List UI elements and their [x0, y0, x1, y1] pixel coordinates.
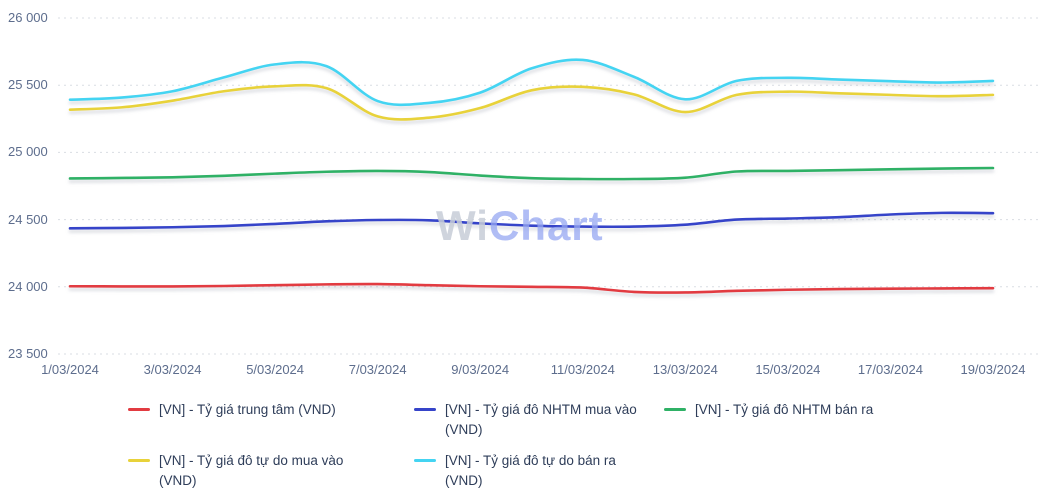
- x-axis-tick-label: 9/03/2024: [451, 362, 510, 377]
- x-axis-tick-label: 17/03/2024: [857, 362, 923, 377]
- legend-swatch-icon: [128, 459, 150, 463]
- legend-swatch-icon: [414, 459, 436, 463]
- legend-label: [VN] - Tỷ giá đô NHTM mua vào (VND): [445, 402, 637, 437]
- x-axis-tick-label: 19/03/2024: [960, 362, 1026, 377]
- series-line[interactable]: [68, 282, 995, 294]
- y-axis-tick-label: 25 500: [8, 77, 48, 93]
- y-axis-tick-label: 23 500: [8, 346, 48, 361]
- legend-item[interactable]: [VN] - Tỷ giá đô NHTM bán ra: [664, 400, 958, 439]
- x-axis-tick-label: 1/03/2024: [41, 362, 99, 377]
- legend-label: [VN] - Tỷ giá trung tâm (VND): [159, 402, 336, 417]
- x-axis-tick-label: 5/03/2024: [246, 362, 305, 377]
- legend-label: [VN] - Tỷ giá đô tự do mua vào (VND): [159, 453, 344, 488]
- series-line[interactable]: [68, 166, 995, 181]
- legend-item[interactable]: [VN] - Tỷ giá trung tâm (VND): [128, 400, 414, 439]
- legend-label: [VN] - Tỷ giá đô tự do bán ra (VND): [445, 453, 616, 488]
- chart-legend: [VN] - Tỷ giá trung tâm (VND) [VN] - Tỷ g…: [128, 400, 958, 490]
- chart-area[interactable]: 26 000 25 500 25 000 24 500 24 000 23 500 1/0…: [0, 0, 1055, 390]
- legend-item[interactable]: [VN] - Tỷ giá đô tự do mua vào (VND): [128, 451, 414, 490]
- x-axis-tick-label: 11/03/2024: [550, 362, 615, 377]
- legend-swatch-icon: [414, 408, 436, 411]
- y-axis-tick-label: 26 000: [8, 10, 48, 25]
- legend-swatch-icon: [664, 408, 686, 411]
- line-chart[interactable]: [0, 0, 1055, 390]
- y-axis-tick-label: 24 500: [8, 211, 48, 227]
- legend-swatch-icon: [128, 408, 150, 411]
- x-axis-tick-label: 15/03/2024: [755, 362, 821, 377]
- legend-item[interactable]: [VN] - Tỷ giá đô NHTM mua vào (VND): [414, 400, 664, 439]
- series-line[interactable]: [68, 58, 995, 107]
- legend-item[interactable]: [VN] - Tỷ giá đô tự do bán ra (VND): [414, 451, 664, 490]
- x-axis-tick-label: 13/03/2024: [652, 362, 718, 377]
- x-axis-tick-label: 7/03/2024: [348, 362, 407, 377]
- series-line[interactable]: [68, 83, 995, 121]
- series-line[interactable]: [68, 211, 995, 230]
- y-axis-tick-label: 24 000: [8, 278, 48, 294]
- x-axis-tick-label: 3/03/2024: [143, 362, 202, 377]
- legend-label: [VN] - Tỷ giá đô NHTM bán ra: [695, 402, 874, 417]
- y-axis-tick-label: 25 000: [8, 144, 48, 160]
